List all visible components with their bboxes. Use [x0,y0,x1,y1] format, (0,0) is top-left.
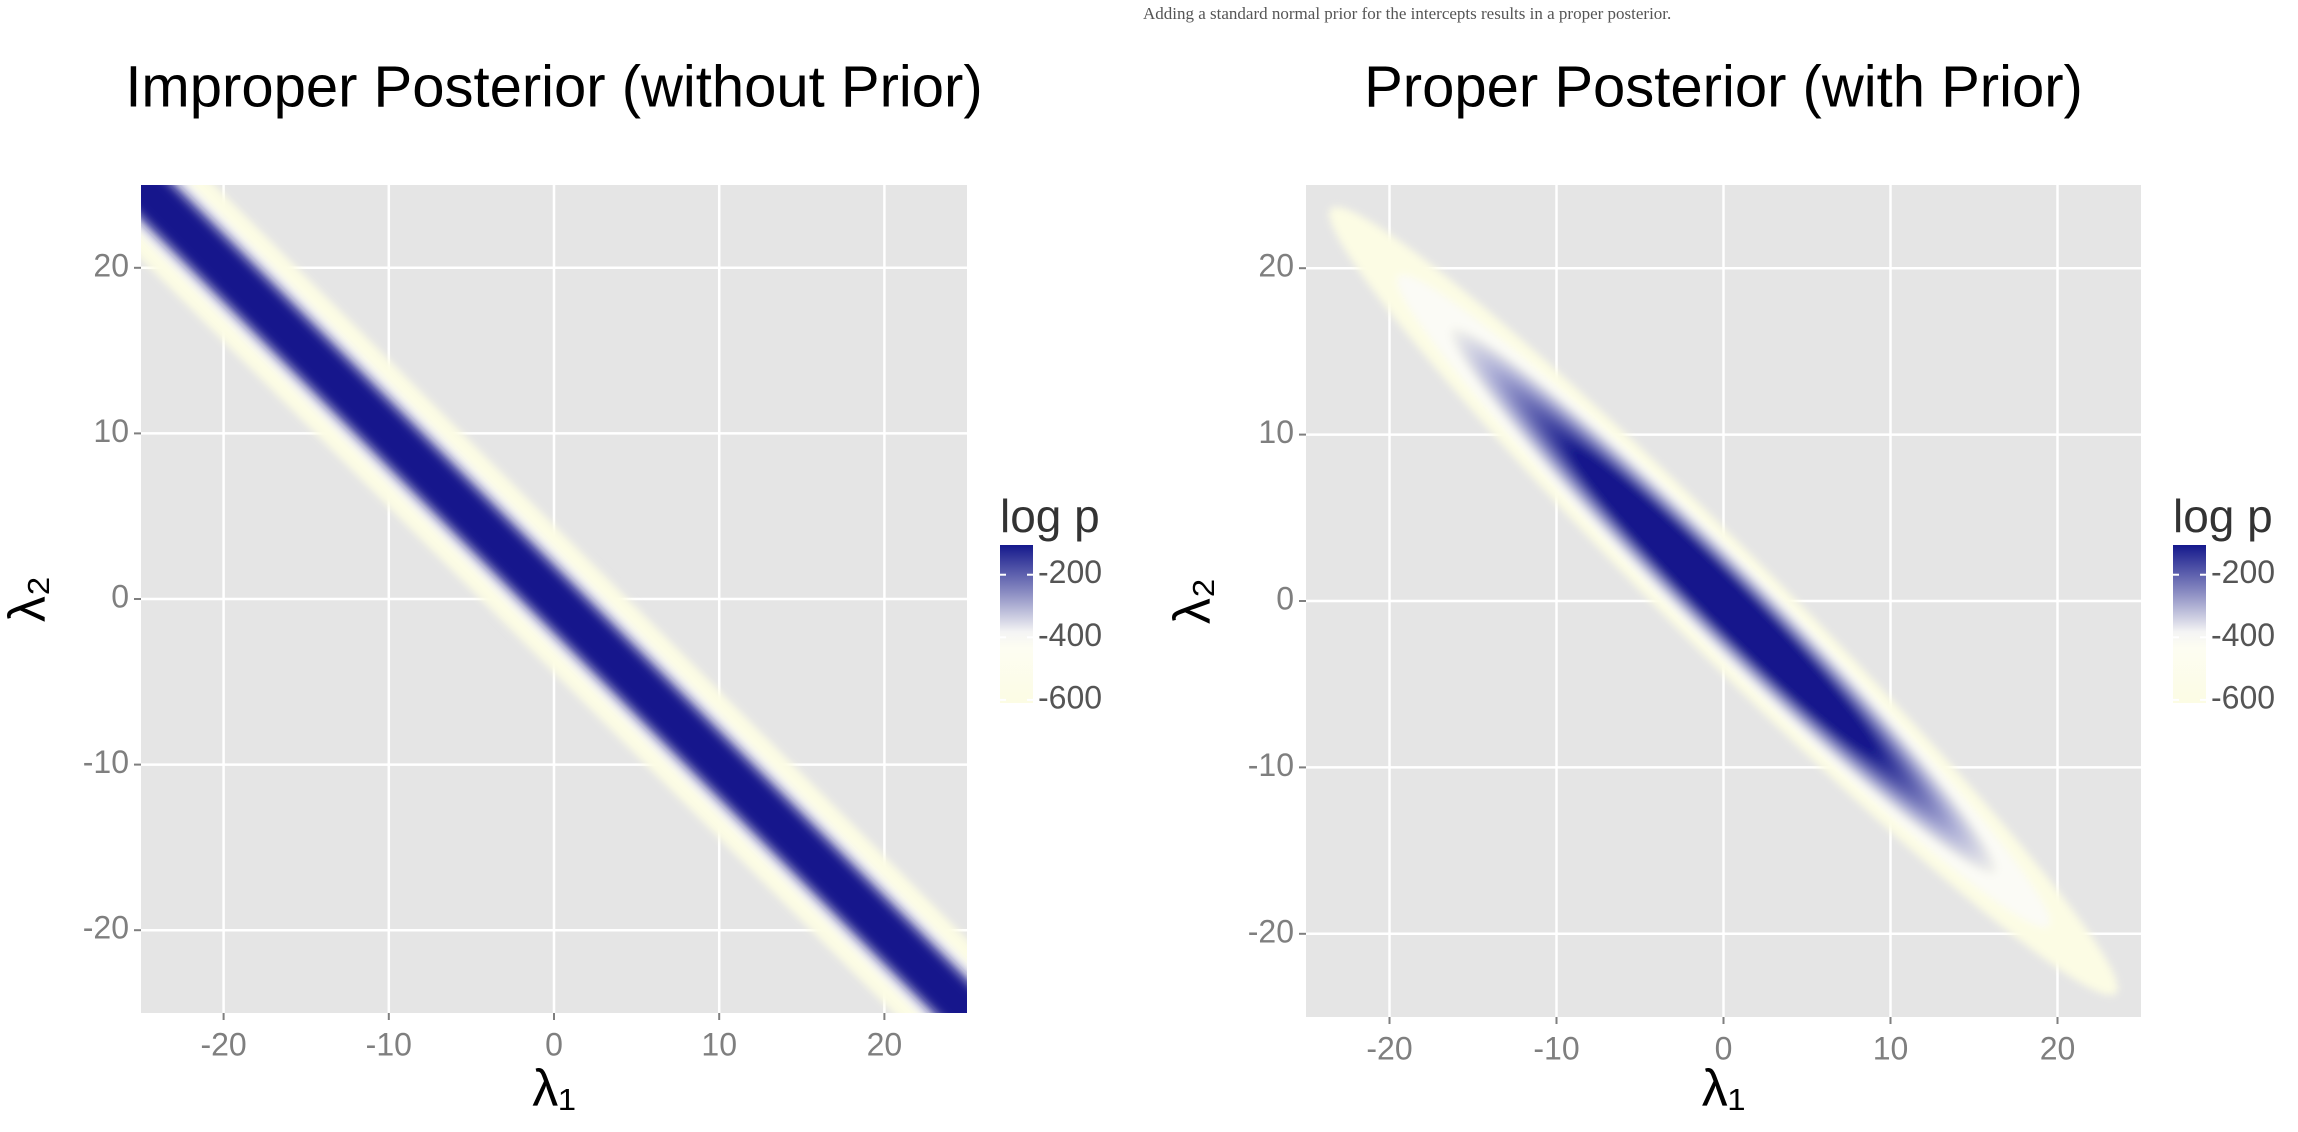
colorbar-label: -200 [2211,554,2275,590]
y-tick-label: 10 [1258,414,1294,450]
y-axis-title: λ₂ [0,576,57,622]
density-core [1449,327,1998,875]
y-tick-label: 0 [111,578,129,614]
y-tick-label: 10 [93,413,129,449]
x-tick-label: -10 [1533,1030,1579,1066]
x-tick-label: -10 [366,1026,412,1062]
x-tick-label: 0 [545,1026,563,1062]
colorbar-label: -400 [2211,617,2275,653]
x-axis-title: λ₁ [1702,1060,1746,1118]
density-core [141,185,967,1013]
density [141,185,967,1013]
legend-title: log p [2173,490,2273,542]
colorbar-label: -200 [1038,554,1102,590]
y-tick-label: -20 [83,910,129,946]
colorbar [2173,545,2206,703]
colorbar-label: -400 [1038,617,1102,653]
x-axis-title: λ₁ [532,1060,576,1118]
colorbar-label: -600 [2211,679,2275,715]
y-tick-label: -10 [1248,747,1294,783]
x-tick-label: 20 [867,1026,903,1062]
legend-title: log p [1000,490,1100,542]
caption: Adding a standard normal prior for the i… [1143,4,1671,23]
y-tick-label: -20 [1248,913,1294,949]
y-axis-title: λ₂ [1164,578,1222,624]
density [1329,206,2118,996]
x-tick-label: 10 [701,1026,737,1062]
chart-title: Improper Posterior (without Prior) [125,54,982,119]
y-tick-label: 20 [1258,248,1294,284]
y-tick-label: 20 [93,247,129,283]
y-tick-label: -10 [83,744,129,780]
x-tick-label: 0 [1715,1030,1733,1066]
x-tick-label: 20 [2040,1030,2076,1066]
x-tick-label: 10 [1873,1030,1909,1066]
colorbar-label: -600 [1038,679,1102,715]
y-tick-label: 0 [1276,580,1294,616]
colorbar [1000,545,1033,703]
x-tick-label: -20 [200,1026,246,1062]
x-tick-label: -20 [1366,1030,1412,1066]
chart-title: Proper Posterior (with Prior) [1364,54,2083,119]
